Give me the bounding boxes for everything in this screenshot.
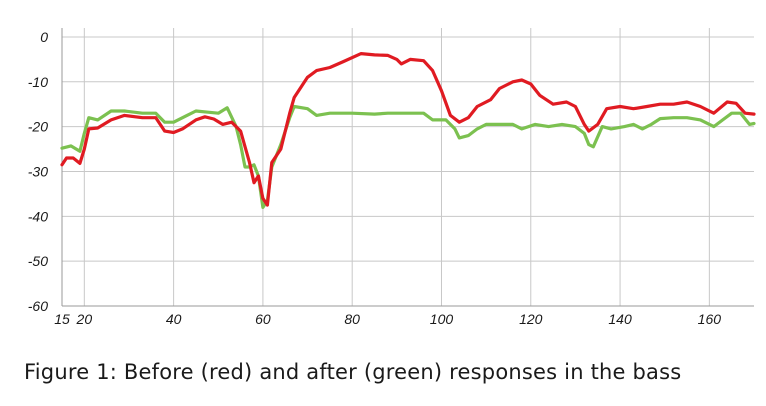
x-tick-label: 15 [54, 311, 70, 327]
axes [61, 28, 754, 307]
x-tick-label: 80 [344, 311, 360, 327]
y-tick-label: -20 [28, 119, 48, 135]
series-lines [60, 52, 756, 209]
tick-labels: 0 -10 -20 -30 -40 -50 -60 15 20 40 60 80 100 120 140 16… [28, 29, 721, 327]
x-tick-label: 100 [430, 311, 454, 327]
y-tick-label: -10 [28, 74, 48, 90]
y-tick-label: -50 [28, 253, 48, 269]
y-tick-label: 0 [40, 29, 48, 45]
x-tick-label: 140 [608, 311, 632, 327]
x-tick-label: 20 [76, 311, 93, 327]
grid [62, 28, 754, 307]
y-tick-label: -60 [28, 298, 48, 314]
x-tick-label: 40 [166, 311, 182, 327]
x-tick-label: 120 [519, 311, 543, 327]
y-tick-label: -30 [28, 163, 48, 179]
figure-caption: Figure 1: Before (red) and after (green)… [24, 360, 682, 384]
x-tick-label: 160 [698, 311, 722, 327]
series-line-green [60, 104, 756, 209]
frequency-response-chart: 0 -10 -20 -30 -40 -50 -60 15 20 40 60 80 100 120 140 16… [28, 28, 756, 327]
x-tick-label: 60 [255, 311, 271, 327]
series-line-red [60, 52, 756, 207]
y-tick-label: -40 [28, 208, 48, 224]
